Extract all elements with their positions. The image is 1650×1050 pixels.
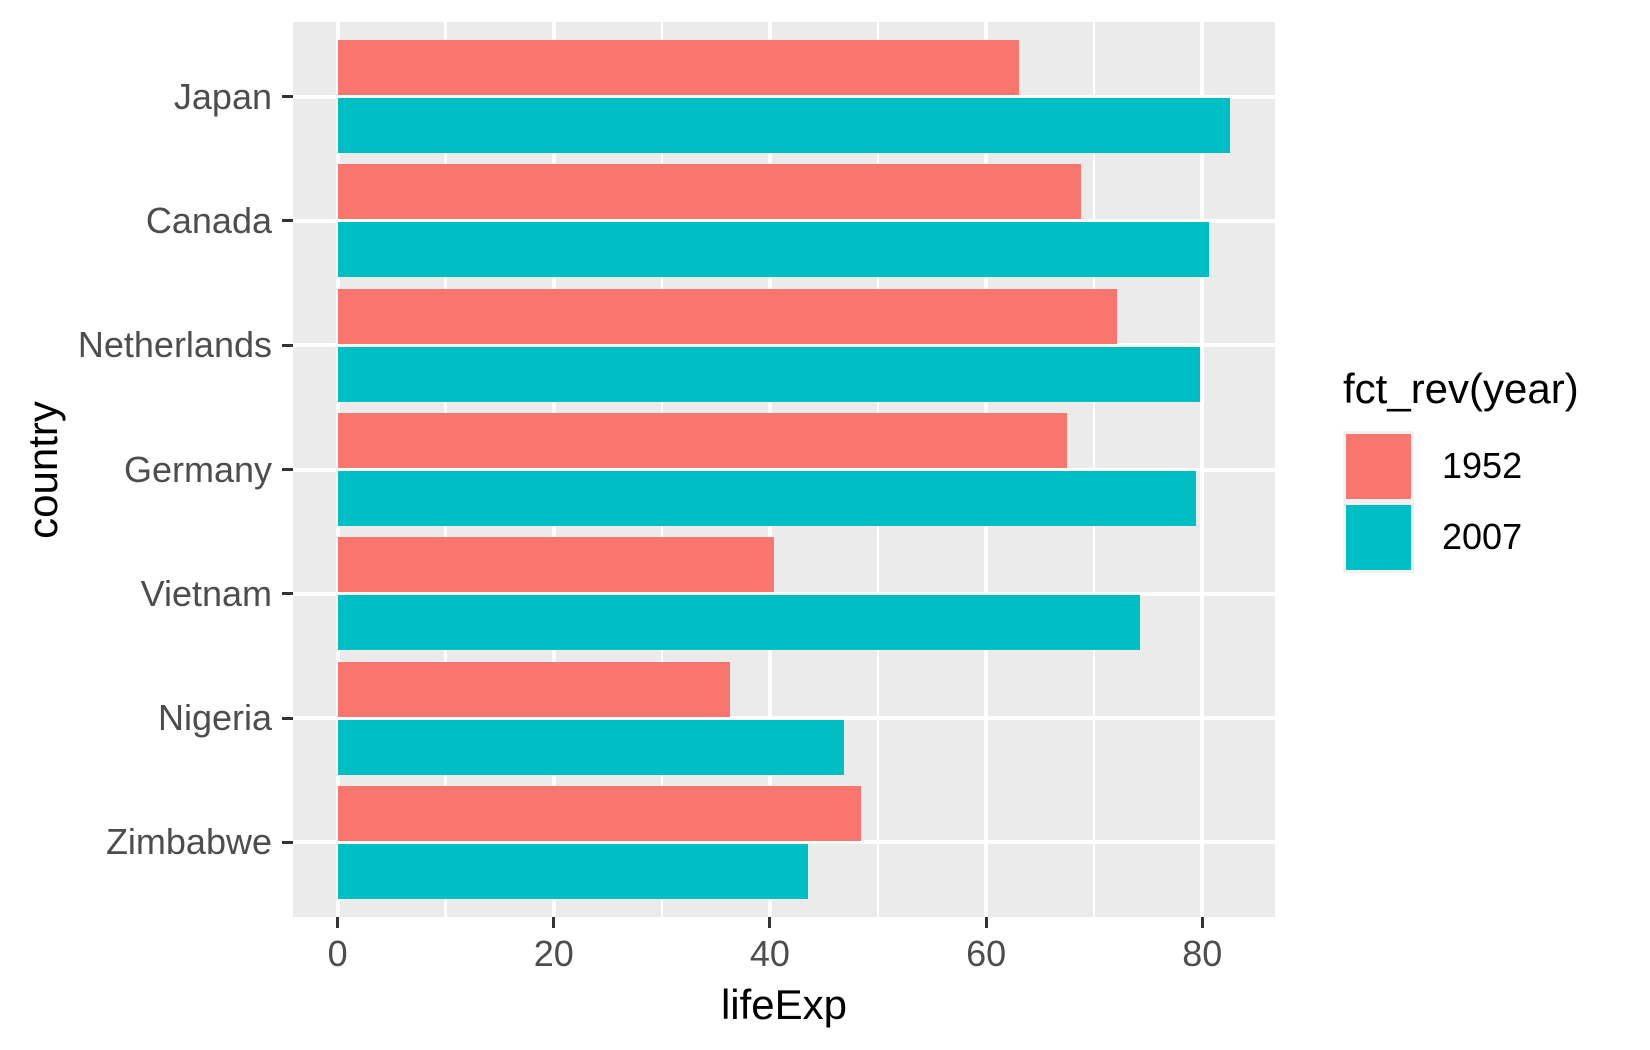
x-axis-title: lifeExp [720, 981, 848, 1028]
x-tick-label-0: 0 [327, 933, 348, 974]
y-tick-label-canada: Canada [145, 199, 272, 241]
major-gridline-y-netherlands [293, 343, 1275, 348]
x-tick-mark-80 [1200, 917, 1204, 928]
bar-2007-vietnam [337, 595, 1141, 651]
y-tick-mark-netherlands [282, 343, 293, 347]
x-tick-mark-40 [768, 917, 772, 928]
legend-label-2007: 2007 [1442, 516, 1523, 557]
y-tick-label-germany: Germany [123, 448, 272, 490]
legend-swatch-1952-icon [1346, 434, 1411, 499]
legend-swatch-2007-icon [1346, 505, 1411, 570]
bar-2007-nigeria [337, 719, 845, 775]
major-gridline-y-japan [293, 94, 1275, 99]
y-tick-label-zimbabwe: Zimbabwe [105, 821, 272, 863]
bar-2007-japan [337, 98, 1231, 154]
major-gridline-y-canada [293, 218, 1275, 223]
legend-label-1952: 1952 [1442, 445, 1523, 486]
bar-2007-zimbabwe [337, 843, 808, 899]
x-tick-label-40: 40 [749, 933, 790, 974]
legend-title: fct_rev(year) [1343, 365, 1579, 412]
y-tick-label-japan: Japan [173, 75, 272, 117]
bar-1952-zimbabwe [337, 785, 862, 841]
legend-key-2007 [1343, 502, 1414, 573]
x-tick-mark-60 [984, 917, 988, 928]
y-tick-label-netherlands: Netherlands [77, 324, 272, 366]
y-tick-mark-vietnam [282, 592, 293, 596]
y-tick-mark-zimbabwe [282, 840, 293, 844]
plot-panel [293, 22, 1275, 917]
bar-2007-canada [337, 222, 1210, 278]
bar-2007-netherlands [337, 346, 1200, 402]
x-tick-mark-0 [336, 917, 340, 928]
x-tick-mark-20 [552, 917, 556, 928]
bar-2007-germany [337, 471, 1196, 526]
y-axis-title: country [19, 400, 66, 539]
x-tick-label-80: 80 [1182, 933, 1223, 974]
y-tick-label-vietnam: Vietnam [140, 572, 272, 614]
major-gridline-y-zimbabwe [293, 840, 1275, 845]
major-gridline-y-germany [293, 467, 1275, 472]
major-gridline-y-nigeria [293, 716, 1275, 721]
major-gridline-y-vietnam [293, 591, 1275, 596]
bar-1952-japan [337, 40, 1019, 96]
y-tick-label-nigeria: Nigeria [157, 697, 272, 739]
bar-1952-netherlands [337, 288, 1118, 344]
bar-1952-nigeria [337, 661, 731, 717]
x-tick-label-60: 60 [966, 933, 1007, 974]
y-tick-mark-canada [282, 219, 293, 223]
bar-1952-vietnam [337, 537, 775, 593]
legend-key-1952 [1343, 431, 1414, 502]
bar-1952-canada [337, 164, 1081, 220]
y-tick-mark-nigeria [282, 716, 293, 720]
x-tick-label-20: 20 [533, 933, 574, 974]
bar-1952-germany [337, 413, 1068, 468]
y-tick-mark-japan [282, 95, 293, 99]
y-tick-mark-germany [282, 468, 293, 471]
